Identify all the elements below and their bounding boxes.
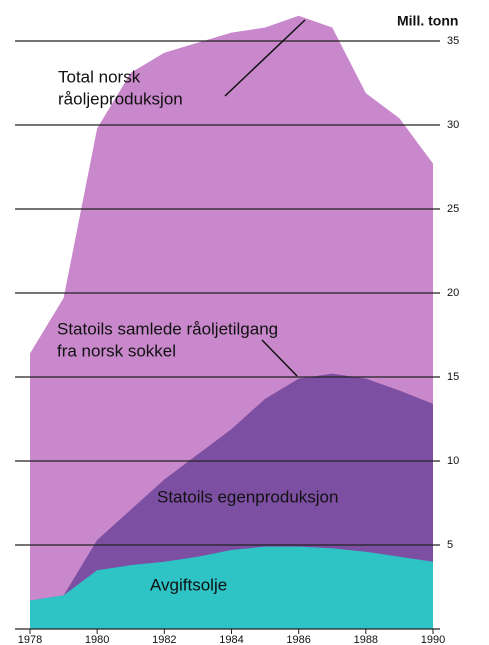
annotation: råoljeproduksjon	[58, 89, 183, 108]
x-tick-label: 1986	[286, 634, 310, 645]
grid: 5 10 15 20 25 30 35 1978 1980 1982 1984 1986 1988 199…	[15, 35, 459, 645]
x-tick-label: 1978	[18, 634, 42, 645]
y-tick-label: 5	[447, 539, 453, 551]
annotation: Statoils egenproduksjon	[157, 487, 338, 506]
x-tick-label: 1988	[354, 634, 378, 645]
annotation: Avgiftsolje	[150, 575, 227, 594]
leader-line	[261, 339, 298, 377]
area	[30, 546, 433, 629]
leader-line	[224, 19, 306, 97]
x-tick-label: 1980	[85, 634, 109, 645]
y-tick-label: 30	[447, 119, 459, 131]
y-tick-label: 20	[447, 287, 459, 299]
areas	[30, 15, 433, 630]
y-tick-label: 10	[447, 455, 459, 467]
y-axis-label: Mill. tonn	[397, 13, 458, 29]
annotation: Total norsk	[58, 67, 141, 86]
y-tick-label: 25	[447, 203, 459, 215]
y-tick-label: 35	[447, 35, 459, 47]
annotation: Statoils samlede råoljetilgang	[57, 319, 278, 338]
x-tick-label: 1990	[421, 634, 445, 645]
annotations: Total norsk råoljeproduksjon Statoils saml…	[57, 67, 338, 594]
x-tick-label: 1982	[152, 634, 176, 645]
annotation: fra norsk sokkel	[57, 341, 176, 360]
x-tick-label: 1984	[219, 634, 243, 645]
y-tick-label: 15	[447, 371, 459, 383]
